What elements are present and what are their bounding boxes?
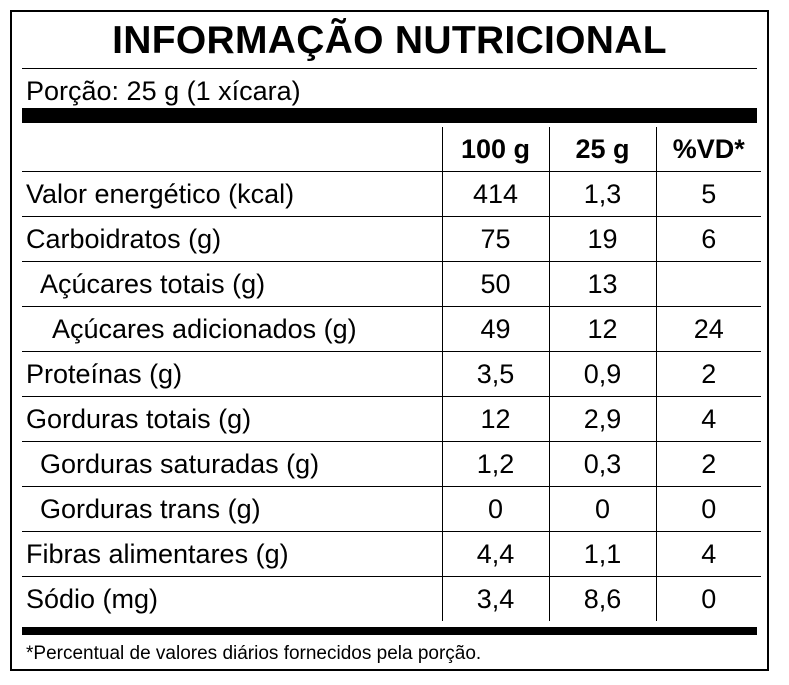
table-row: Sódio (mg) 3,4 8,6 0 [22,576,761,621]
value-daily: 0 [655,486,761,532]
value-daily: 2 [655,351,761,397]
table-row: Fibras alimentares (g) 4,4 1,1 4 [22,531,761,577]
serving-size: Porção: 25 g (1 xícara) [26,76,301,106]
table-row: Gorduras saturadas (g) 1,2 0,3 2 [22,441,761,487]
value-100g: 414 [441,171,549,217]
header-25g: 25 g [548,127,656,172]
value-daily: 5 [655,171,761,217]
bottom-divider [22,627,757,635]
value-25g: 13 [548,261,656,307]
value-100g: 4,4 [441,531,549,577]
value-25g: 0,3 [548,441,656,487]
header-100g: 100 g [441,127,549,172]
value-25g: 12 [548,306,656,352]
nutrient-name: Fibras alimentares (g) [22,531,442,577]
table-row: Gorduras totais (g) 12 2,9 4 [22,396,761,442]
value-daily [655,261,761,307]
nutrient-name: Açúcares totais (g) [22,261,442,307]
nutrient-name: Sódio (mg) [26,584,159,614]
value-100g: 12 [441,396,549,442]
value-daily: 6 [655,216,761,262]
table-row: Açúcares totais (g) 50 13 [22,261,761,307]
table-row: Gorduras trans (g) 0 0 0 [22,486,761,532]
value-100g: 1,2 [441,441,549,487]
value-25g: 1,3 [548,171,656,217]
value-daily: 24 [655,306,761,352]
nutrient-name: Proteínas (g) [22,351,442,397]
header-daily-value: %VD* [655,127,761,172]
value-100g: 50 [441,261,549,307]
value-25g: 1,1 [548,531,656,577]
value-daily: 4 [655,396,761,442]
table-row: Açúcares adicionados (g) 49 12 24 [22,306,761,352]
nutrient-name: Carboidratos (g) [22,216,442,262]
nutrient-name: Gorduras trans (g) [22,486,442,532]
value-25g: 2,9 [548,396,656,442]
nutrient-name: Gorduras totais (g) [22,396,442,442]
title-divider [22,68,757,69]
table-header-row: 100 g 25 g %VD* [22,127,761,172]
value-25g: 0 [548,486,656,532]
value-100g: 3,4 [441,576,549,621]
value-daily: 2 [655,441,761,487]
nutrition-table: 100 g 25 g %VD* Valor energético (kcal) … [22,127,761,621]
value-100g: 49 [441,306,549,352]
table-row: Valor energético (kcal) 414 1,3 5 [22,171,761,217]
value-daily: 0 [655,576,761,621]
value-100g: 0 [441,486,549,532]
value-25g: 0,9 [548,351,656,397]
value-25g: 8,6 [548,576,656,621]
value-100g: 75 [441,216,549,262]
nutrient-name: Açúcares adicionados (g) [22,306,442,352]
header-nutrient [22,127,442,172]
value-25g: 19 [548,216,656,262]
value-daily: 4 [655,531,761,577]
table-row: Carboidratos (g) 75 19 6 [22,216,761,262]
nutrient-name: Valor energético (kcal) [22,171,442,217]
nutrition-facts-label: INFORMAÇÃO NUTRICIONAL Porção: 25 g (1 x… [10,10,769,671]
nutrient-name: Gorduras saturadas (g) [22,441,442,487]
footnote: *Percentual de valores diários fornecido… [26,643,482,664]
thick-divider [22,108,757,123]
value-100g: 3,5 [441,351,549,397]
table-row: Proteínas (g) 3,5 0,9 2 [22,351,761,397]
label-title: INFORMAÇÃO NUTRICIONAL [112,19,667,62]
